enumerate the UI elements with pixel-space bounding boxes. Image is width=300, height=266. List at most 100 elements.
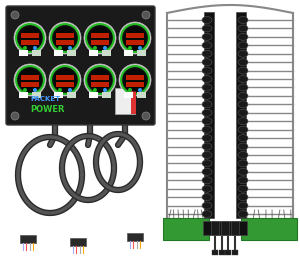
Bar (127, 233, 143, 241)
Ellipse shape (238, 185, 248, 192)
Circle shape (124, 27, 146, 49)
FancyBboxPatch shape (6, 6, 155, 125)
Bar (115, 88, 135, 114)
Ellipse shape (202, 185, 212, 192)
Bar (89, 50, 98, 56)
Circle shape (53, 27, 76, 49)
Circle shape (49, 64, 81, 96)
Circle shape (138, 88, 142, 92)
Bar (126, 75, 144, 80)
Circle shape (103, 46, 107, 50)
Circle shape (84, 22, 116, 54)
Circle shape (19, 27, 41, 49)
Circle shape (11, 112, 19, 120)
Bar (219, 250, 225, 255)
Bar (225, 250, 231, 255)
Ellipse shape (238, 210, 248, 218)
Bar (204, 12, 214, 218)
Circle shape (14, 64, 46, 96)
Circle shape (86, 24, 114, 52)
Circle shape (88, 27, 112, 49)
Ellipse shape (202, 126, 212, 133)
Ellipse shape (238, 25, 248, 32)
Ellipse shape (238, 42, 248, 49)
Bar (56, 82, 74, 87)
Bar (54, 50, 63, 56)
Ellipse shape (202, 25, 212, 32)
Bar (124, 50, 133, 56)
Ellipse shape (238, 16, 248, 23)
Ellipse shape (202, 151, 212, 159)
Bar (91, 40, 109, 45)
Ellipse shape (202, 42, 212, 49)
Text: PACKET: PACKET (30, 96, 60, 102)
Circle shape (68, 46, 72, 50)
Circle shape (86, 66, 114, 94)
Circle shape (138, 46, 142, 50)
Bar (21, 82, 39, 87)
Circle shape (103, 88, 107, 92)
Ellipse shape (202, 76, 212, 82)
Ellipse shape (238, 143, 248, 150)
Bar (137, 92, 146, 98)
Bar (137, 50, 146, 56)
Circle shape (142, 11, 150, 19)
Bar (20, 235, 36, 243)
Bar (56, 33, 74, 38)
Ellipse shape (238, 76, 248, 82)
Ellipse shape (202, 109, 212, 116)
Bar (70, 238, 86, 246)
Bar (21, 33, 39, 38)
Ellipse shape (238, 160, 248, 167)
Circle shape (93, 46, 97, 50)
Bar (56, 40, 74, 45)
Bar (236, 12, 246, 218)
Text: POWER: POWER (30, 105, 64, 114)
Ellipse shape (202, 194, 212, 201)
Bar (163, 218, 209, 240)
Ellipse shape (238, 67, 248, 74)
Ellipse shape (238, 92, 248, 99)
Ellipse shape (238, 101, 248, 108)
Circle shape (14, 22, 46, 54)
Ellipse shape (202, 33, 212, 40)
Circle shape (119, 22, 151, 54)
Bar (241, 218, 297, 240)
Bar (89, 92, 98, 98)
Bar (203, 221, 247, 235)
Ellipse shape (238, 109, 248, 116)
Circle shape (84, 64, 116, 96)
Bar (32, 50, 41, 56)
Bar (91, 75, 109, 80)
Ellipse shape (238, 84, 248, 91)
Circle shape (51, 24, 79, 52)
Circle shape (23, 46, 27, 50)
Bar (21, 40, 39, 45)
Ellipse shape (238, 151, 248, 159)
Bar (126, 82, 144, 87)
Ellipse shape (238, 118, 248, 125)
Bar (91, 33, 109, 38)
Bar (211, 221, 219, 235)
Ellipse shape (202, 84, 212, 91)
Ellipse shape (202, 118, 212, 125)
Ellipse shape (202, 59, 212, 66)
Bar (67, 50, 76, 56)
Bar (54, 92, 63, 98)
Bar (124, 92, 133, 98)
Circle shape (121, 66, 149, 94)
Bar (131, 88, 136, 114)
Bar (102, 50, 111, 56)
Bar (32, 92, 41, 98)
Ellipse shape (238, 33, 248, 40)
Bar (19, 50, 28, 56)
Circle shape (16, 66, 44, 94)
Circle shape (68, 88, 72, 92)
Circle shape (16, 24, 44, 52)
Circle shape (51, 66, 79, 94)
Circle shape (19, 68, 41, 92)
Circle shape (58, 88, 62, 92)
Ellipse shape (202, 177, 212, 184)
Ellipse shape (238, 168, 248, 175)
Ellipse shape (202, 16, 212, 23)
